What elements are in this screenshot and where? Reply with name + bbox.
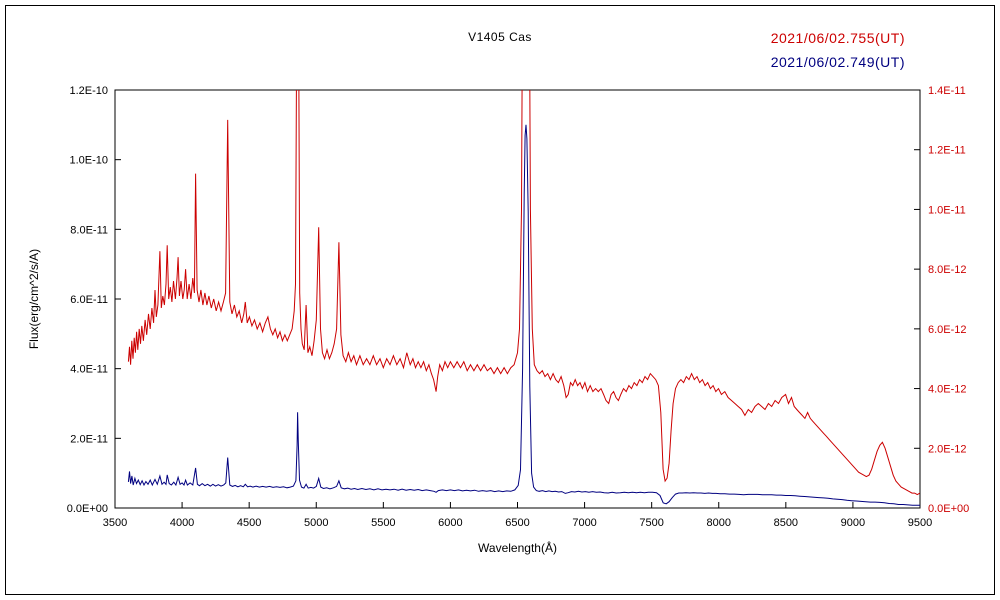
spectrum-line-blue — [127, 124, 920, 506]
x-tick-label: 6000 — [438, 517, 462, 529]
x-axis-label: Wavelength(Å) — [478, 541, 557, 555]
x-tick-label: 3500 — [103, 517, 127, 529]
x-tick-label: 8500 — [774, 517, 798, 529]
outer-border — [5, 5, 995, 595]
left-tick-label: 1.2E-10 — [69, 85, 108, 97]
right-tick-label: 6.0E-12 — [928, 324, 967, 336]
x-tick-label: 9000 — [841, 517, 865, 529]
right-tick-label: 1.4E-11 — [928, 85, 966, 97]
right-tick-label: 1.0E-11 — [928, 204, 966, 216]
chart-title: V1405 Cas — [468, 30, 532, 44]
x-tick-label: 6500 — [505, 517, 529, 529]
right-tick-label: 1.2E-11 — [928, 145, 966, 157]
x-tick-label: 9500 — [908, 517, 932, 529]
x-tick-label: 7500 — [639, 517, 663, 529]
left-tick-label: 6.0E-11 — [70, 294, 108, 306]
y-axis-label: Flux(erg/cm^2/s/A) — [27, 248, 41, 350]
right-tick-label: 2.0E-12 — [928, 443, 967, 455]
right-tick-label: 8.0E-12 — [928, 264, 967, 276]
right-tick-label: 0.0E+00 — [928, 503, 969, 515]
left-tick-label: 8.0E-11 — [70, 224, 108, 236]
x-tick-label: 7000 — [572, 517, 596, 529]
x-tick-label: 4000 — [170, 517, 194, 529]
left-tick-label: 4.0E-11 — [70, 364, 108, 376]
x-tick-label: 5500 — [371, 517, 395, 529]
plot-border — [114, 89, 921, 509]
left-tick-label: 1.0E-10 — [69, 155, 108, 167]
x-tick-label: 4500 — [237, 517, 261, 529]
spectrum-line-red — [127, 90, 920, 496]
left-tick-label: 2.0E-11 — [70, 433, 108, 445]
left-tick-label: 0.0E+00 — [67, 503, 108, 515]
x-tick-label: 5000 — [304, 517, 328, 529]
legend-entry-blue: 2021/06/02.749(UT) — [770, 54, 905, 70]
right-tick-label: 4.0E-12 — [928, 384, 967, 396]
legend-entry-red: 2021/06/02.755(UT) — [770, 30, 905, 46]
x-tick-label: 8000 — [707, 517, 731, 529]
